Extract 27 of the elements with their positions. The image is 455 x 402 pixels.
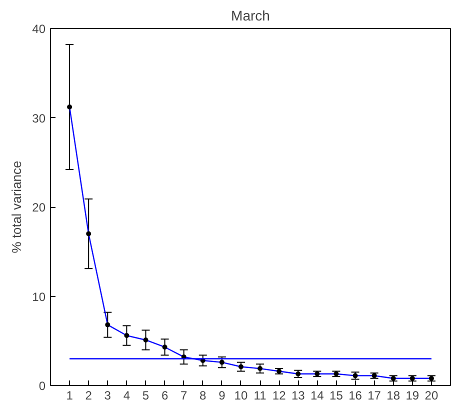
x-tick-label: 9 <box>218 388 226 402</box>
x-tick-label: 14 <box>310 388 324 402</box>
y-tick-label: 20 <box>32 200 46 214</box>
x-tick-label: 15 <box>330 388 344 402</box>
x-tick-label: 13 <box>291 388 306 402</box>
x-tick-label: 5 <box>142 388 150 402</box>
x-tick-label: 12 <box>272 388 286 402</box>
y-tick-label: 0 <box>38 379 46 393</box>
x-tick-label: 16 <box>348 388 362 402</box>
x-tick-label: 7 <box>180 388 188 402</box>
x-tick-label: 1 <box>66 388 74 402</box>
x-tick-label: 6 <box>161 388 168 402</box>
y-tick-label: 10 <box>32 290 46 304</box>
x-tick-label: 8 <box>200 388 207 402</box>
x-tick-label: 19 <box>406 388 420 402</box>
x-tick-label: 11 <box>254 388 267 402</box>
x-tick-label: 18 <box>386 388 400 402</box>
chart-title: March <box>231 8 270 24</box>
y-axis-title: % total variance <box>9 160 24 254</box>
x-tick-label: 4 <box>123 388 130 402</box>
x-tick-label: 10 <box>234 388 248 402</box>
x-tick-label: 2 <box>85 388 92 402</box>
x-tick-label: 3 <box>104 388 112 402</box>
x-tick-label: 20 <box>424 388 438 402</box>
y-tick-label: 40 <box>32 22 46 36</box>
x-tick-label: 17 <box>368 388 382 402</box>
y-tick-label: 30 <box>32 111 46 126</box>
